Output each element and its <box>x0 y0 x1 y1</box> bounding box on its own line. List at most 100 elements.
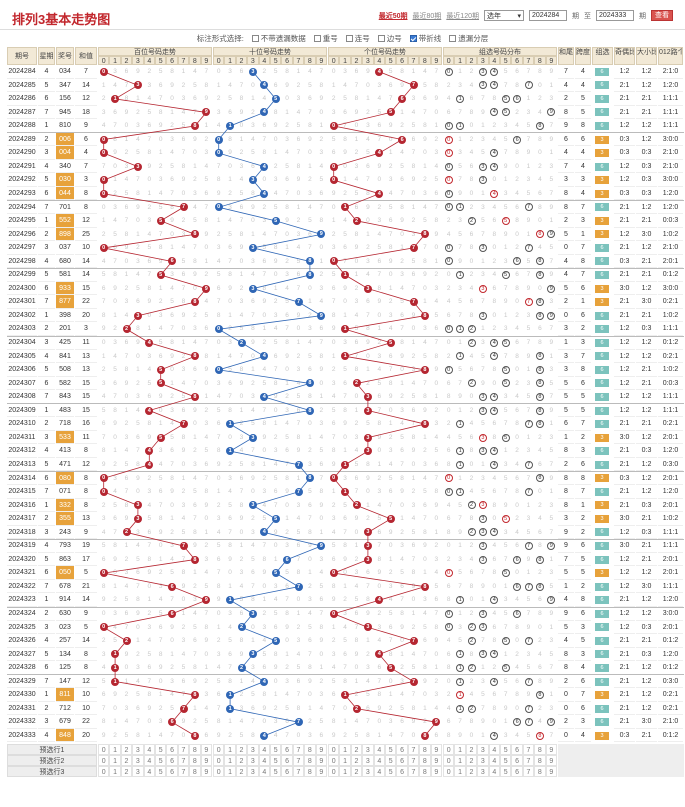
preselect-digit[interactable]: 6 <box>281 765 293 777</box>
preselect-digit[interactable]: 9 <box>545 743 557 755</box>
preselect-digit[interactable]: 8 <box>534 743 546 755</box>
preselect-digit[interactable]: 6 <box>396 754 408 766</box>
option-repeat[interactable]: 重号 <box>313 33 338 44</box>
checkbox[interactable] <box>377 34 385 42</box>
query-button[interactable]: 查看 <box>651 10 673 21</box>
preselect-digit[interactable]: 4 <box>373 743 385 755</box>
preselect-digit[interactable]: 2 <box>120 743 133 755</box>
preselect-digit[interactable]: 9 <box>430 743 442 755</box>
preselect-digit[interactable]: 9 <box>545 754 557 766</box>
preselect-digit[interactable]: 6 <box>511 743 523 755</box>
preselect-digit[interactable]: 3 <box>362 754 374 766</box>
preselect-digit[interactable]: 8 <box>304 743 316 755</box>
preselect-digit[interactable]: 4 <box>143 754 155 766</box>
preselect-digit[interactable]: 1 <box>109 765 121 777</box>
preselect-digit[interactable]: 2 <box>465 743 478 755</box>
preselect-digit[interactable]: 2 <box>235 743 248 755</box>
preselect-digit[interactable]: 0 <box>328 754 340 766</box>
preselect-digit[interactable]: 7 <box>292 743 305 755</box>
preselect-digit[interactable]: 6 <box>511 765 523 777</box>
preselect-digit[interactable]: 9 <box>315 743 327 755</box>
preselect-digit[interactable]: 6 <box>166 743 178 755</box>
preselect-digit[interactable]: 5 <box>385 754 397 766</box>
from-issue-input[interactable]: 2024284 <box>529 10 567 21</box>
option-polyline[interactable]: 带折线 <box>409 33 441 44</box>
preselect-digit[interactable]: 4 <box>373 765 385 777</box>
preselect-digit[interactable]: 1 <box>109 754 121 766</box>
preselect-digit[interactable]: 5 <box>270 743 282 755</box>
recent-120-link[interactable]: 最近120期 <box>446 12 479 20</box>
preselect-digit[interactable]: 6 <box>281 743 293 755</box>
preselect-digit[interactable]: 0 <box>98 743 110 755</box>
preselect-digit[interactable]: 1 <box>224 743 236 755</box>
preselect-digit[interactable]: 2 <box>350 765 363 777</box>
preselect-digit[interactable]: 9 <box>200 743 212 755</box>
recent-50-link[interactable]: 最近50期 <box>378 12 408 20</box>
preselect-digit[interactable]: 8 <box>304 765 316 777</box>
preselect-digit[interactable]: 4 <box>143 743 155 755</box>
preselect-digit[interactable]: 4 <box>488 754 500 766</box>
checkbox[interactable] <box>313 34 321 42</box>
checkbox[interactable] <box>251 34 259 42</box>
preselect-digit[interactable]: 1 <box>224 765 236 777</box>
preselect-digit[interactable]: 7 <box>407 765 420 777</box>
preselect-digit[interactable]: 3 <box>132 743 144 755</box>
preselect-digit[interactable]: 5 <box>155 765 167 777</box>
preselect-digit[interactable]: 9 <box>430 754 442 766</box>
preselect-digit[interactable]: 3 <box>247 765 259 777</box>
preselect-digit[interactable]: 8 <box>534 765 546 777</box>
preselect-digit[interactable]: 7 <box>177 754 190 766</box>
preselect-digit[interactable]: 7 <box>522 754 535 766</box>
preselect-digit[interactable]: 0 <box>98 765 110 777</box>
preselect-digit[interactable]: 1 <box>109 743 121 755</box>
preselect-digit[interactable]: 8 <box>419 743 431 755</box>
preselect-digit[interactable]: 7 <box>292 765 305 777</box>
preselect-digit[interactable]: 2 <box>120 765 133 777</box>
preselect-digit[interactable]: 1 <box>454 743 466 755</box>
preselect-digit[interactable]: 9 <box>200 754 212 766</box>
preselect-digit[interactable]: 6 <box>511 754 523 766</box>
preselect-digit[interactable]: 0 <box>328 743 340 755</box>
preselect-digit[interactable]: 7 <box>292 754 305 766</box>
preselect-digit[interactable]: 2 <box>120 754 133 766</box>
preselect-digit[interactable]: 4 <box>258 754 270 766</box>
preselect-digit[interactable]: 3 <box>132 765 144 777</box>
recent-80-link[interactable]: 最近80期 <box>412 12 442 20</box>
preselect-digit[interactable]: 4 <box>488 743 500 755</box>
option-no-omission[interactable]: 不带遗漏数据 <box>251 33 306 44</box>
preselect-digit[interactable]: 9 <box>545 765 557 777</box>
preselect-digit[interactable]: 0 <box>443 743 455 755</box>
preselect-digit[interactable]: 0 <box>213 765 225 777</box>
preselect-digit[interactable]: 8 <box>304 754 316 766</box>
preselect-digit[interactable]: 5 <box>270 765 282 777</box>
preselect-digit[interactable]: 1 <box>454 765 466 777</box>
preselect-digit[interactable]: 4 <box>143 765 155 777</box>
preselect-digit[interactable]: 2 <box>235 765 248 777</box>
year-select[interactable]: 选年 ▾ <box>484 10 524 21</box>
preselect-digit[interactable]: 2 <box>350 754 363 766</box>
preselect-digit[interactable]: 7 <box>177 765 190 777</box>
preselect-digit[interactable]: 7 <box>407 743 420 755</box>
preselect-digit[interactable]: 7 <box>522 743 535 755</box>
preselect-digit[interactable]: 8 <box>534 754 546 766</box>
preselect-digit[interactable]: 0 <box>213 754 225 766</box>
preselect-digit[interactable]: 9 <box>315 754 327 766</box>
preselect-digit[interactable]: 6 <box>166 765 178 777</box>
preselect-digit[interactable]: 5 <box>385 765 397 777</box>
checkbox-checked[interactable] <box>409 34 417 42</box>
preselect-digit[interactable]: 9 <box>315 765 327 777</box>
preselect-digit[interactable]: 5 <box>500 765 512 777</box>
preselect-digit[interactable]: 3 <box>477 765 489 777</box>
preselect-digit[interactable]: 6 <box>281 754 293 766</box>
preselect-digit[interactable]: 1 <box>339 754 351 766</box>
preselect-digit[interactable]: 7 <box>177 743 190 755</box>
preselect-digit[interactable]: 5 <box>385 743 397 755</box>
option-layered[interactable]: 遗漏分层 <box>449 33 488 44</box>
preselect-digit[interactable]: 8 <box>419 754 431 766</box>
preselect-digit[interactable]: 5 <box>270 754 282 766</box>
option-consecutive[interactable]: 连号 <box>345 33 370 44</box>
preselect-digit[interactable]: 7 <box>522 765 535 777</box>
preselect-digit[interactable]: 5 <box>500 754 512 766</box>
preselect-digit[interactable]: 6 <box>396 765 408 777</box>
preselect-digit[interactable]: 4 <box>488 765 500 777</box>
